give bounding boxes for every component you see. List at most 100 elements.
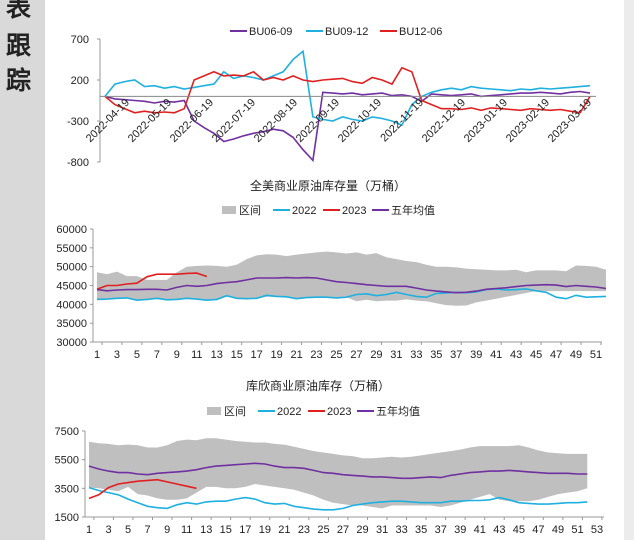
x-tick-label: 49 <box>570 349 582 361</box>
x-tick-label: 2022-07-19 <box>210 97 258 145</box>
x-tick-label: 51 <box>590 349 602 361</box>
x-tick-label: 2022-12-19 <box>420 97 468 145</box>
legend-swatch-band <box>222 206 236 214</box>
x-tick-label: 15 <box>220 524 232 536</box>
x-tick-label: 41 <box>474 524 486 536</box>
chart2-title: 全美商业原油库存量（万桶） <box>250 178 406 193</box>
x-tick-label: 53 <box>591 524 603 536</box>
legend-label: 五年均值 <box>376 404 420 418</box>
x-tick-label: 33 <box>410 349 422 361</box>
y-tick-label: -300 <box>67 116 89 128</box>
y-tick-label: 200 <box>71 75 89 87</box>
x-tick-label: 49 <box>552 524 564 536</box>
series-line-bu12-06 <box>104 66 591 114</box>
x-tick-label: 15 <box>231 349 243 361</box>
x-tick-label: 3 <box>105 524 111 536</box>
chart3-legend: 区间 2022 2023 五年均值 <box>207 404 420 418</box>
x-tick-label: 31 <box>376 524 388 536</box>
sidebar-char: 踪 <box>6 66 32 95</box>
x-tick-label: 17 <box>239 524 251 536</box>
y-tick-label: 60000 <box>56 224 87 236</box>
x-tick-label: 31 <box>390 349 402 361</box>
legend-label: BU09-12 <box>325 26 368 38</box>
series-line-2022 <box>96 288 607 302</box>
chart1-plot: 700200-300-8002022-04-192022-05-192022-0… <box>67 34 596 169</box>
y-tick-label: 45000 <box>56 281 87 293</box>
x-tick-label: 47 <box>550 349 562 361</box>
x-tick-label: 47 <box>532 524 544 536</box>
right-border <box>624 0 634 540</box>
sidebar: 表 跟 踪 <box>0 0 45 540</box>
range-band <box>97 251 606 306</box>
x-tick-label: 5 <box>134 349 140 361</box>
series-line-2023 <box>96 272 208 291</box>
x-tick-label: 9 <box>174 349 180 361</box>
legend-label: 区间 <box>224 405 246 418</box>
x-tick-label: 21 <box>278 524 290 536</box>
y-tick-label: 40000 <box>56 299 87 311</box>
x-tick-label: 25 <box>317 524 329 536</box>
x-tick-label: 35 <box>430 349 442 361</box>
x-tick-label: 2023-01-19 <box>462 97 510 145</box>
x-tick-label: 21 <box>290 349 302 361</box>
x-tick-label: 2023-02-19 <box>504 97 552 145</box>
x-tick-label: 2022-10-19 <box>336 97 384 145</box>
legend-label: BU06-09 <box>249 26 292 38</box>
x-tick-label: 39 <box>454 524 466 536</box>
x-tick-label: 45 <box>530 349 542 361</box>
sidebar-char: 表 <box>6 0 32 22</box>
y-tick-label: 50000 <box>56 262 87 274</box>
legend-label: 2023 <box>342 205 366 217</box>
chart3-title: 库欣商业原油库存（万桶） <box>246 378 390 393</box>
x-tick-label: 3 <box>114 349 120 361</box>
legend-label: 2023 <box>327 406 351 418</box>
y-tick-label: 700 <box>71 34 89 46</box>
x-tick-label: 5 <box>125 524 131 536</box>
legend-label: BU12-06 <box>399 26 442 38</box>
x-tick-label: 41 <box>490 349 502 361</box>
x-tick-label: 2022-05-19 <box>126 97 174 145</box>
y-tick-label: 55000 <box>56 243 87 255</box>
y-tick-label: -800 <box>67 157 89 169</box>
series-line-2023 <box>88 478 197 500</box>
x-tick-label: 23 <box>298 524 310 536</box>
x-tick-label: 11 <box>191 349 202 361</box>
x-tick-label: 2022-06-19 <box>168 97 216 145</box>
x-tick-label: 45 <box>513 524 525 536</box>
x-tick-label: 7 <box>154 349 160 361</box>
x-tick-label: 29 <box>356 524 368 536</box>
legend-label: 区间 <box>239 204 261 217</box>
y-tick-label: 3500 <box>55 483 79 495</box>
x-tick-label: 17 <box>251 349 263 361</box>
chart2-legend: 区间 2022 2023 五年均值 <box>222 203 435 217</box>
y-tick-label: 35000 <box>56 318 87 330</box>
series-line-five-year-avg <box>88 462 588 480</box>
x-tick-label: 25 <box>330 349 342 361</box>
series-line-five-year-avg <box>96 276 607 294</box>
x-tick-label: 37 <box>450 349 462 361</box>
y-tick-label: 7500 <box>55 426 79 438</box>
x-tick-label: 1 <box>94 349 100 361</box>
x-tick-label: 19 <box>271 349 283 361</box>
x-tick-label: 27 <box>350 349 362 361</box>
series-line-bu09-12 <box>104 49 591 127</box>
y-tick-label: 1500 <box>55 512 79 524</box>
series-line-2022 <box>88 486 588 511</box>
x-tick-label: 43 <box>493 524 505 536</box>
x-tick-label: 11 <box>181 524 192 536</box>
x-tick-label: 39 <box>470 349 482 361</box>
legend-swatch-band <box>207 407 221 415</box>
chart1-legend: BU06-09 BU09-12 BU12-06 <box>230 26 442 38</box>
x-tick-label: 1 <box>86 524 92 536</box>
y-tick-label: 30000 <box>56 337 87 349</box>
x-tick-label: 2022-11-19 <box>378 97 426 145</box>
x-tick-label: 13 <box>200 524 212 536</box>
x-tick-label: 13 <box>211 349 223 361</box>
x-tick-label: 51 <box>571 524 583 536</box>
y-tick-label: 5500 <box>55 455 79 467</box>
x-tick-label: 33 <box>396 524 408 536</box>
x-tick-label: 7 <box>145 524 151 536</box>
